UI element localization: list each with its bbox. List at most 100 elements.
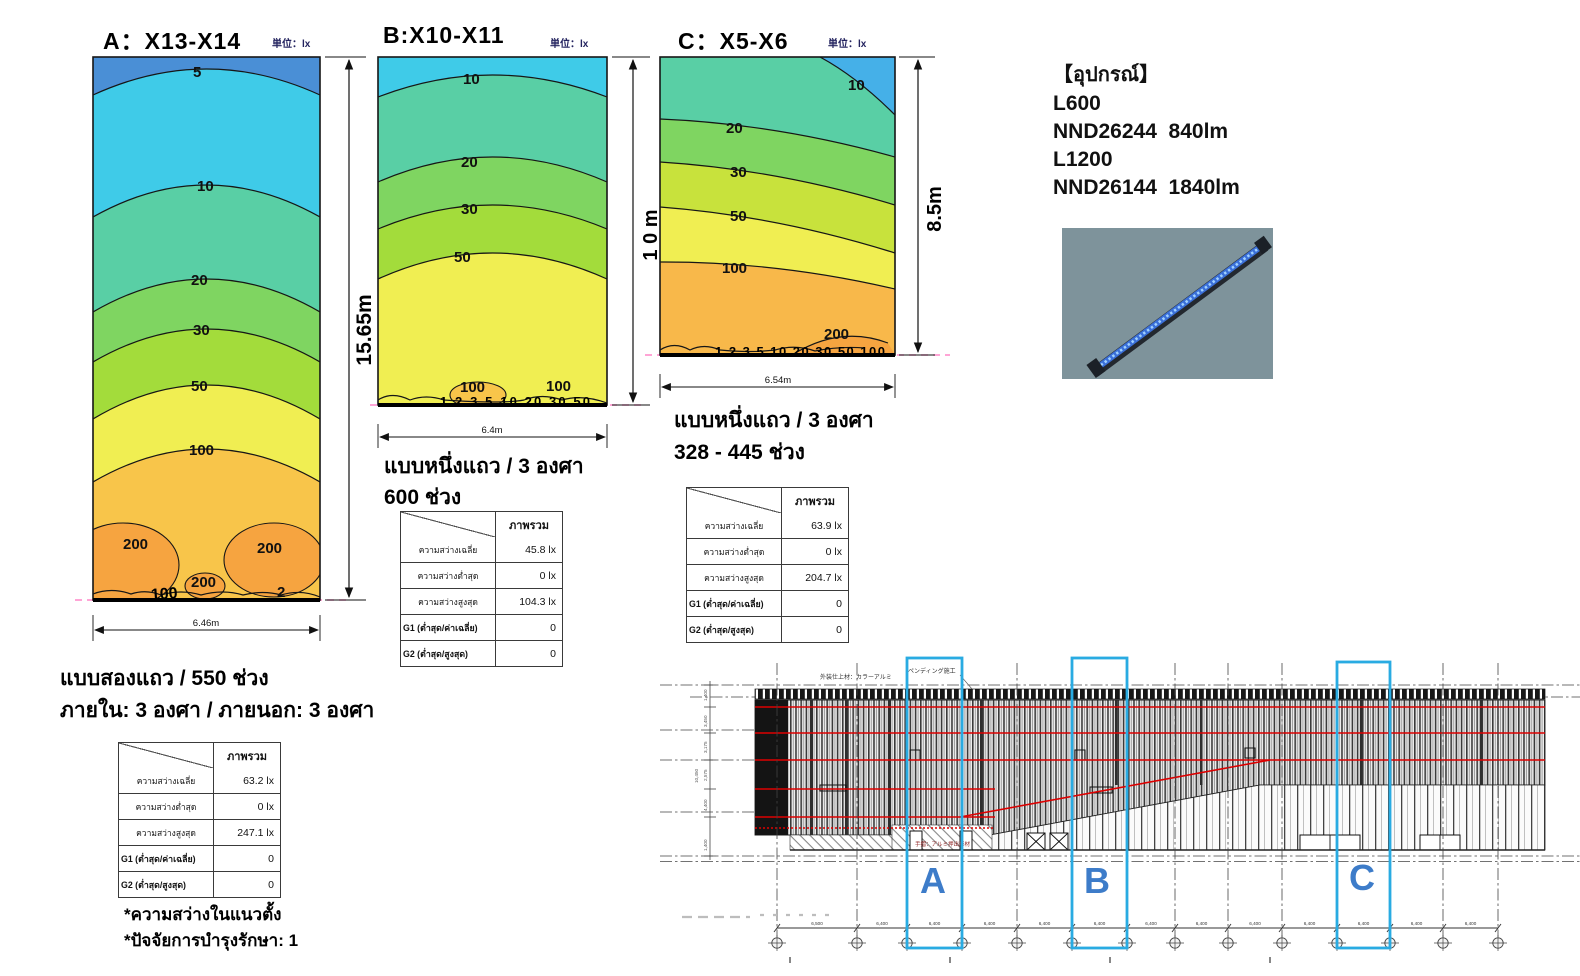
svg-text:1,400: 1,400 [703, 839, 708, 851]
zone-box-a [905, 656, 964, 950]
dimension-height-a: 15.65m [325, 56, 376, 601]
building-elevation-drawing: 1,400 3,450 3,175 2,575 4,400 1,400 10,4… [660, 656, 1580, 963]
equipment-heading: 【อุปกรณ์】 [1053, 64, 1160, 86]
stats-table-c: ภาพรวม ความสว่างเฉลี่ย 63.9 lx ความสว่างต่… [686, 487, 849, 643]
zone-box-c [1335, 660, 1392, 950]
contour-label: 50 [191, 378, 208, 395]
faint-notes [682, 913, 830, 919]
left-dimension-stack [704, 681, 716, 860]
hatched-wall [891, 824, 993, 851]
svg-text:4,400: 4,400 [703, 799, 708, 811]
stat-value: 0 [836, 597, 842, 610]
annotation-finish: 外装仕上材：カラーアルミ [820, 673, 892, 681]
table-corner-cell [119, 743, 214, 768]
annotation-process: ペンディング施工 [908, 667, 956, 675]
stat-label: G1 (ต่ำสุด/ค่าเฉลี่ย) [119, 846, 214, 871]
svg-text:1,400: 1,400 [703, 689, 708, 701]
contour-label: 200 [191, 574, 216, 591]
contour-label: 200 [123, 536, 148, 553]
dimension-width-c: 6.54m [659, 374, 896, 398]
stats-table-b: ภาพรวม ความสว่างเฉลี่ย 45.8 lx ความสว่างต่… [400, 511, 563, 667]
bay-dim-label: 6,400 [1411, 921, 1423, 926]
dimension-width-a: 6.46m [92, 615, 321, 641]
table-row: G2 (ต่ำสุด/สูงสุด) 0 [401, 640, 562, 666]
svg-text:10,450: 10,450 [694, 769, 699, 783]
stat-label: G2 (ต่ำสุด/สูงสุด) [687, 617, 782, 642]
panel-a-unit: 単位：lx [272, 39, 311, 50]
equipment-line: NND26244 840lm [1053, 120, 1229, 143]
luminaire-photo [1062, 228, 1273, 379]
contour-label: 50 [454, 249, 471, 266]
stat-label: ความสว่างเฉลี่ย [687, 513, 782, 538]
table-header-row: ภาพรวม [119, 743, 280, 768]
table-row: G1 (ต่ำสุด/ค่าเฉลี่ย) 0 [401, 614, 562, 640]
contour-label: 50 [730, 208, 747, 225]
panel-b-caption-2: 600 ช่วง [384, 486, 462, 509]
stat-value: 45.8 lx [525, 543, 556, 556]
bay-dim-label: 6,400 [876, 921, 888, 926]
table-row: ความสว่างต่ำสุด 0 lx [119, 793, 280, 819]
stat-label: ความสว่างต่ำสุด [401, 563, 496, 588]
svg-text:3,450: 3,450 [703, 715, 708, 727]
contour-label: 200 [824, 326, 849, 343]
facade [754, 688, 1546, 851]
stat-label: ความสว่างต่ำสุด [119, 794, 214, 819]
panel-c-caption-1: แบบหนึ่งแถว / 3 องศา [674, 409, 874, 432]
contour-label: 100 [546, 378, 571, 395]
contour-label: 30 [461, 201, 478, 218]
contour-label: 20 [726, 120, 743, 137]
contour-label: 30 [730, 164, 747, 181]
stat-label: G2 (ต่ำสุด/สูงสุด) [119, 872, 214, 897]
stat-value: 104.3 lx [519, 595, 556, 608]
panel-b-caption-1: แบบหนึ่งแถว / 3 องศา [384, 455, 584, 478]
table-row: ความสว่างสูงสุด 247.1 lx [119, 819, 280, 845]
table-header: ภาพรวม [508, 519, 549, 532]
bay-dim-label: 6,400 [1465, 921, 1477, 926]
stat-value: 63.2 lx [243, 774, 274, 787]
contour-label: 10 [197, 178, 214, 195]
stat-label: ความสว่างเฉลี่ย [119, 768, 214, 793]
width-dim-label: 6.4m [481, 425, 502, 436]
facade-dark-end [755, 700, 788, 835]
width-dim-label: 6.46m [193, 618, 219, 629]
led-bar [1086, 235, 1272, 378]
zone-box-b [1070, 656, 1129, 950]
height-dim-label: 15.65m [353, 294, 376, 365]
table-row: G2 (ต่ำสุด/สูงสุด) 0 [119, 871, 280, 897]
contour-label: 30 [193, 322, 210, 339]
stat-value: 0 [836, 623, 842, 636]
stat-value: 0 [268, 852, 274, 865]
contour-label: 100 [722, 260, 747, 277]
table-row: G1 (ต่ำสุด/ค่าเฉลี่ย) 0 [119, 845, 280, 871]
table-header-row: ภาพรวม [687, 488, 848, 513]
floor-label: 2 [277, 584, 285, 601]
left-dimension-labels: 1,400 3,450 3,175 2,575 4,400 1,400 10,4… [694, 689, 708, 851]
panel-b-unit: 単位：lx [550, 39, 589, 50]
panel-b-title: B:X10-X11 [383, 22, 505, 48]
bay-dim-label: 6,400 [1304, 921, 1316, 926]
contour-label: 10 [848, 77, 865, 94]
stat-value: 247.1 lx [237, 826, 274, 839]
table-header-row: ภาพรวม [401, 512, 562, 537]
stat-value: 63.9 lx [811, 519, 842, 532]
equipment-block: 【อุปกรณ์】 L600 NND26244 840lm L1200 NND2… [1053, 58, 1240, 202]
luminaire-rows [755, 706, 1545, 829]
dimension-height-c: 8.5m [899, 56, 946, 356]
stat-value: 0 [268, 878, 274, 891]
stats-table-a: ภาพรวม ความสว่างเฉลี่ย 63.2 lx ความสว่างต่… [118, 742, 281, 898]
panel-a-title: A：X13-X14 [103, 28, 242, 54]
dimension-height-b: 1 0 m [612, 56, 662, 406]
zone-letter-a: A [920, 860, 946, 901]
dimension-width-b: 6.4m [377, 424, 608, 448]
x-braces [1026, 832, 1441, 851]
table-row: ความสว่างต่ำสุด 0 lx [401, 562, 562, 588]
stat-value: 0 lx [539, 569, 556, 582]
svg-text:3,175: 3,175 [703, 741, 708, 753]
table-row: ความสว่างต่ำสุด 0 lx [687, 538, 848, 564]
bay-dim-label: 6,400 [1358, 921, 1370, 926]
footnote-1: *ความสว่างในแนวตั้ง [124, 905, 282, 924]
panel-c-title: C：X5-X6 [678, 28, 789, 54]
panel-c-unit: 単位：lx [828, 39, 867, 50]
contour-b-plot: 10 20 30 50 100 100 1 2 3 5 10 20 30 50 [370, 56, 646, 409]
